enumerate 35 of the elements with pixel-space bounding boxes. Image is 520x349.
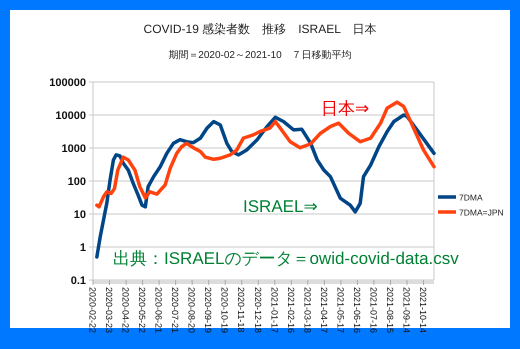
x-tick-label: 2021-07-16 bbox=[368, 287, 378, 334]
x-tick-label: 2021-02-16 bbox=[286, 287, 296, 334]
y-tick-label: 100 bbox=[68, 176, 86, 188]
x-tick-label: 2020-05-22 bbox=[137, 287, 148, 334]
y-tick-label: 1000 bbox=[62, 143, 86, 155]
x-tick-label: 2020-12-18 bbox=[252, 287, 263, 334]
x-tick-label: 2020-11-18 bbox=[236, 287, 246, 332]
legend-label: 7DMA bbox=[459, 192, 483, 202]
x-tick-label: 2020-03-23 bbox=[104, 287, 114, 334]
annotation: ISRAEL⇒ bbox=[243, 197, 318, 216]
y-tick-label: 10000 bbox=[55, 110, 86, 122]
x-tick-label: 2021-08-15 bbox=[384, 287, 395, 334]
y-tick-label: 0.1 bbox=[70, 275, 86, 287]
annotation: 日本⇒ bbox=[321, 99, 370, 118]
x-tick-label: 2021-01-17 bbox=[269, 287, 280, 334]
annotation: 出典：ISRAELのデータ＝owid-covid-data.csv bbox=[113, 249, 460, 268]
y-tick-label: 100000 bbox=[49, 77, 86, 89]
x-tick-label: 2021-04-17 bbox=[318, 287, 329, 334]
y-tick-label: 10 bbox=[74, 209, 86, 221]
chart-title: COVID-19 感染者数 推移 ISRAEL 日本 bbox=[144, 22, 376, 36]
x-tick-label: 2020-08-20 bbox=[186, 287, 197, 334]
x-tick-label: 2020-09-19 bbox=[203, 287, 214, 334]
x-tick-label: 2020-07-21 bbox=[170, 287, 180, 334]
x-tick-label: 2021-03-18 bbox=[302, 287, 312, 334]
x-tick-label: 2020-10-19 bbox=[220, 287, 230, 334]
chart-subtitle: 期間＝2020-02～2021-10 ７日移動平均 bbox=[168, 49, 352, 61]
x-tick-label: 2020-06-21 bbox=[154, 287, 164, 334]
x-tick-label: 2021-09-14 bbox=[402, 287, 412, 334]
x-tick-label: 2021-10-14 bbox=[418, 287, 428, 334]
x-tick-label: 2020-02-22 bbox=[88, 287, 98, 334]
x-tick-label: 2021-05-17 bbox=[335, 287, 346, 334]
x-tick-label: 2020-04-22 bbox=[120, 287, 131, 334]
y-tick-label: 1 bbox=[80, 242, 86, 254]
legend-label: 7DMA=JPN bbox=[459, 208, 504, 218]
x-tick-label: 2021-06-16 bbox=[352, 287, 362, 334]
